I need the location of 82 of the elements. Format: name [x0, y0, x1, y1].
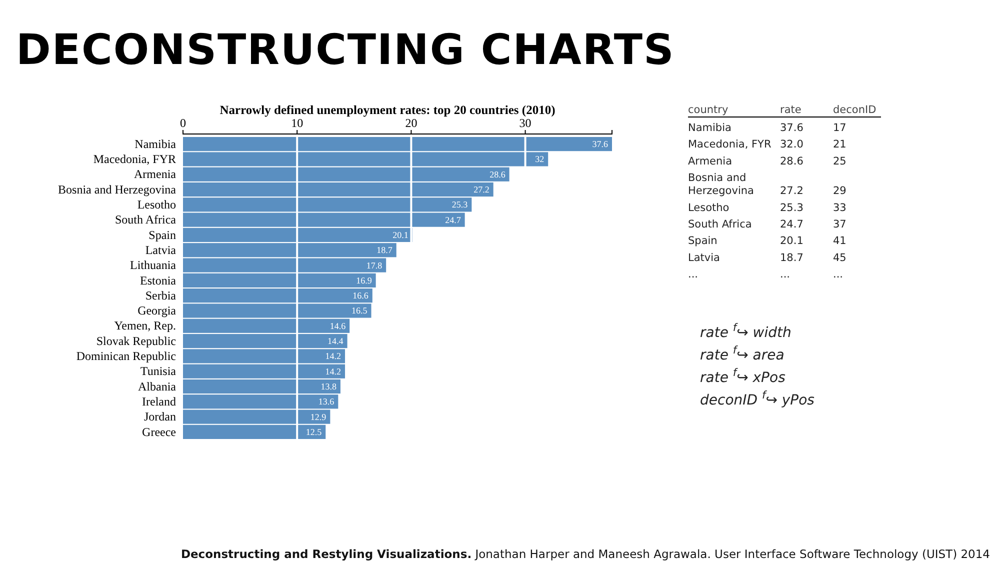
y-tick-label: Estonia	[140, 273, 177, 288]
text: 17	[833, 122, 846, 134]
data-label: 32	[535, 154, 544, 164]
text: Deconstructing and Restyling Visualizations.	[180, 547, 472, 561]
data-label: 13.8	[320, 381, 337, 392]
text: 21	[833, 138, 846, 151]
text: rate $^{f}$↪ xPos	[700, 367, 786, 386]
y-tick-label: Namibia	[134, 136, 177, 151]
y-tick-label: Tunisia	[140, 364, 177, 378]
text: 37.6	[780, 122, 804, 134]
data-label: 24.7	[445, 214, 462, 225]
chart-title: DECONSTRUCTING CHARTS	[16, 25, 675, 74]
data-label: 20.1	[392, 230, 408, 240]
text: rate	[780, 104, 802, 116]
text: 45	[833, 252, 846, 264]
data-label: 14.4	[328, 336, 344, 346]
y-tick-label: Armenia	[134, 167, 177, 182]
text: Jonathan Harper and Maneesh Agrawala. User Interface Software Technology (UIST) 2014	[472, 547, 990, 561]
y-tick-label: Serbia	[145, 288, 177, 302]
text: 41	[833, 235, 846, 248]
text: Bosnia and Herzegovina	[688, 172, 754, 198]
text: Namibia	[688, 122, 732, 134]
text: 32.0	[780, 138, 804, 151]
x-tick-label: 20	[405, 116, 418, 130]
text: 25	[833, 155, 846, 168]
y-tick-label: Spain	[148, 228, 176, 242]
y-tick-label: Lesotho	[137, 198, 176, 212]
data-label: 17.8	[366, 260, 383, 270]
text: Lesotho	[688, 202, 730, 214]
data-label: 12.5	[306, 426, 322, 437]
text: ...	[833, 268, 844, 281]
text: Macedonia, FYR	[688, 138, 772, 151]
data-label: 12.9	[310, 412, 327, 422]
text: 27.2	[780, 185, 804, 198]
data-label: 16.6	[352, 290, 369, 301]
text: 29	[833, 185, 846, 198]
text: 33	[833, 202, 846, 214]
y-tick-label: Albania	[138, 379, 177, 394]
y-tick-label: Lithuania	[130, 258, 177, 272]
text: country	[688, 104, 728, 116]
text: rate $^{f}$↪ area	[700, 344, 784, 364]
text: deconID	[833, 104, 876, 116]
y-tick-label: Greece	[142, 424, 176, 439]
text: 28.6	[780, 155, 804, 168]
data-label: 14.2	[325, 366, 342, 376]
text: 37	[833, 218, 846, 230]
data-label: 27.2	[474, 184, 490, 195]
y-tick-label: South Africa	[115, 212, 177, 227]
data-label: 37.6	[592, 139, 608, 150]
text: Latvia	[688, 252, 720, 264]
data-label: 25.3	[452, 200, 468, 210]
y-tick-label: Latvia	[145, 242, 177, 257]
y-tick-label: Georgia	[138, 304, 177, 318]
y-tick-label: Slovak Republic	[96, 334, 176, 348]
text: rate $^{f}$↪ width	[700, 322, 792, 341]
text: ...	[688, 268, 698, 281]
text: South Africa	[688, 218, 752, 230]
data-label: 14.6	[330, 320, 346, 331]
data-label: 16.9	[356, 275, 372, 286]
text: ...	[780, 268, 790, 281]
text: Armenia	[688, 155, 732, 168]
data-label: 16.5	[352, 306, 368, 316]
x-tick-label: 30	[519, 116, 532, 130]
text: 24.7	[780, 218, 804, 230]
y-tick-label: Yemen, Rep.	[114, 318, 176, 333]
x-tick-label: 10	[291, 116, 304, 130]
text: 25.3	[780, 202, 804, 214]
data-label: 18.7	[376, 245, 393, 256]
chart-subtitle: Narrowly defined unemployment rates: top 20 countries (2010)	[220, 103, 556, 117]
y-tick-label: Dominican Republic	[76, 349, 176, 364]
y-tick-label: Jordan	[144, 410, 176, 424]
data-label: 28.6	[490, 169, 506, 180]
y-tick-label: Macedonia, FYR	[93, 152, 176, 166]
text: Spain	[688, 235, 718, 248]
text: 18.7	[780, 252, 804, 264]
y-tick-label: Ireland	[142, 394, 176, 408]
text: 20.1	[780, 235, 804, 248]
data-label: 14.2	[325, 351, 342, 362]
y-tick-label: Bosnia and Herzegovina	[58, 182, 177, 196]
text: deconID $^{f}$↪ yPos	[700, 390, 814, 408]
data-label: 13.6	[318, 396, 335, 407]
x-tick-label: 0	[180, 116, 186, 130]
